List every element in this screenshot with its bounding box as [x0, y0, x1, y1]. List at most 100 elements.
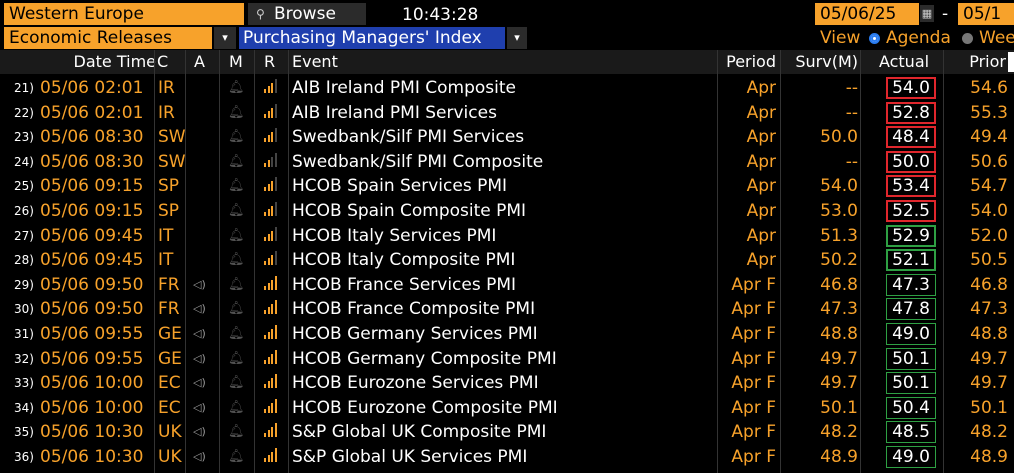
bell-icon[interactable]: 🔔︎: [228, 276, 245, 292]
row-period: Apr F: [731, 373, 776, 394]
table-row[interactable]: 23) 05/06 08:30 SW 🔔︎ Swedbank/Silf PMI Serv…: [0, 125, 1008, 150]
row-event[interactable]: HCOB Italy Composite PMI: [292, 250, 516, 271]
row-event[interactable]: AIB Ireland PMI Services: [292, 102, 497, 123]
table-row[interactable]: 28) 05/06 09:45 IT 🔔︎ HCOB Italy Composite P…: [0, 248, 1008, 273]
row-datetime: 05/06 02:01: [40, 78, 144, 98]
row-datetime: 05/06 09:45: [40, 250, 144, 271]
row-event[interactable]: Swedbank/Silf PMI Composite: [292, 151, 544, 172]
speaker-icon[interactable]: ◁): [193, 277, 206, 291]
relevance-bars-icon: [264, 323, 278, 345]
col-surv[interactable]: Surv(M): [780, 50, 858, 74]
row-event[interactable]: HCOB France Services PMI: [292, 274, 517, 295]
row-number: 36): [14, 450, 34, 464]
row-event[interactable]: HCOB Italy Services PMI: [292, 225, 497, 246]
col-prior[interactable]: Prior: [946, 50, 1006, 74]
row-event[interactable]: Swedbank/Silf PMI Services: [292, 127, 525, 148]
relevance-bars-icon: [264, 446, 278, 468]
browse-button[interactable]: ⚲ Browse: [248, 3, 366, 25]
bell-icon[interactable]: 🔔︎: [228, 178, 245, 194]
radio-agenda[interactable]: [869, 33, 880, 44]
speaker-icon[interactable]: ◁): [193, 376, 206, 390]
table-row[interactable]: 36) 05/06 10:30 UK ◁) 🔔︎ S&P Global UK Servic…: [0, 445, 1008, 470]
row-survey: 46.8: [820, 274, 858, 295]
category-dropdown[interactable]: Economic Releases: [4, 27, 212, 49]
row-event[interactable]: HCOB Germany Composite PMI: [292, 348, 557, 369]
table-row[interactable]: 27) 05/06 09:45 IT 🔔︎ HCOB Italy Services PM…: [0, 224, 1008, 249]
bell-icon[interactable]: 🔔︎: [228, 326, 245, 341]
view-option-week[interactable]: Wee: [979, 28, 1014, 48]
bell-icon[interactable]: 🔔︎: [228, 153, 245, 169]
bell-icon[interactable]: 🔔︎: [228, 424, 245, 440]
bell-icon[interactable]: 🔔︎: [228, 375, 245, 391]
table-row[interactable]: 29) 05/06 09:50 FR ◁) 🔔︎ HCOB France Services…: [0, 273, 1008, 298]
speaker-icon[interactable]: ◁): [193, 327, 206, 340]
table-row[interactable]: 26) 05/06 09:15 SP 🔔︎ HCOB Spain Composite P…: [0, 199, 1008, 224]
row-survey: 51.3: [820, 225, 858, 246]
view-option-agenda[interactable]: Agenda: [886, 28, 951, 48]
radio-week[interactable]: [962, 33, 973, 44]
region-selector[interactable]: Western Europe: [4, 3, 244, 25]
table-row[interactable]: 34) 05/06 10:00 EC ◁) 🔔︎ HCOB Eurozone Compos…: [0, 396, 1008, 421]
row-period: Apr F: [731, 397, 776, 418]
bell-icon[interactable]: 🔔︎: [228, 203, 245, 218]
scrollbar-handle[interactable]: [1008, 52, 1014, 72]
start-date-field[interactable]: 05/06/25: [815, 3, 919, 25]
speaker-icon[interactable]: ◁): [193, 351, 206, 365]
row-event[interactable]: AIB Ireland PMI Composite: [292, 78, 516, 98]
row-number: 31): [14, 327, 34, 341]
row-number: 21): [14, 81, 34, 95]
table-row[interactable]: 24) 05/06 08:30 SW 🔔︎ Swedbank/Silf PMI Comp…: [0, 150, 1008, 175]
clock: 10:43:28: [402, 5, 479, 25]
relevance-bars: [264, 128, 278, 143]
bell-icon[interactable]: 🔔︎: [228, 399, 245, 415]
col-datetime[interactable]: Date Time: [66, 50, 156, 74]
table-row[interactable]: 30) 05/06 09:50 FR ◁) 🔔︎ HCOB France Composit…: [0, 297, 1008, 322]
table-row[interactable]: 25) 05/06 09:15 SP 🔔︎ HCOB Spain Services PM…: [0, 174, 1008, 199]
row-event[interactable]: HCOB Germany Services PMI: [292, 324, 538, 344]
col-r[interactable]: R: [264, 50, 282, 74]
bell-icon[interactable]: 🔔︎: [228, 252, 245, 268]
bell-icon[interactable]: 🔔︎: [228, 301, 245, 317]
row-number: 32): [14, 351, 34, 366]
table-row[interactable]: 35) 05/06 10:30 UK ◁) 🔔︎ S&P Global UK Compos…: [0, 420, 1008, 445]
row-event[interactable]: HCOB Eurozone Services PMI: [292, 373, 539, 394]
col-period[interactable]: Period: [700, 50, 776, 74]
bell-icon[interactable]: 🔔︎: [228, 80, 245, 95]
bell-icon[interactable]: 🔔︎: [228, 227, 245, 243]
speaker-icon[interactable]: ◁): [193, 302, 206, 316]
speaker-icon[interactable]: ◁): [193, 400, 206, 414]
row-actual: 48.4: [886, 126, 936, 149]
subcategory-dropdown[interactable]: Purchasing Managers' Index: [239, 27, 505, 49]
speaker-icon[interactable]: ◁): [193, 425, 206, 439]
col-country[interactable]: C: [157, 50, 179, 74]
row-prior: 48.9: [970, 447, 1008, 467]
row-number: 33): [14, 376, 34, 391]
bell-icon[interactable]: 🔔︎: [228, 449, 245, 464]
row-event[interactable]: HCOB Eurozone Composite PMI: [292, 397, 558, 418]
table-row[interactable]: 31) 05/06 09:55 GE ◁) 🔔︎ HCOB Germany Service…: [0, 322, 1008, 347]
speaker-icon[interactable]: ◁): [193, 450, 206, 463]
category-dropdown-arrow[interactable]: ▾: [214, 27, 236, 49]
col-event[interactable]: Event: [292, 50, 412, 74]
table-row[interactable]: 32) 05/06 09:55 GE ◁) 🔔︎ HCOB Germany Composi…: [0, 347, 1008, 372]
relevance-bars: [264, 448, 278, 462]
bell-icon[interactable]: 🔔︎: [228, 129, 245, 145]
table-row[interactable]: 22) 05/06 02:01 IR 🔔︎ AIB Ireland PMI Servic…: [0, 101, 1008, 126]
row-event[interactable]: HCOB France Composite PMI: [292, 299, 536, 320]
end-date-field[interactable]: 05/1: [958, 3, 1014, 25]
bell-icon[interactable]: 🔔︎: [228, 350, 245, 366]
row-prior: 48.2: [970, 422, 1008, 443]
col-actual[interactable]: Actual: [868, 50, 940, 74]
row-number: 29): [14, 277, 34, 292]
col-alert[interactable]: A: [194, 50, 212, 74]
row-event[interactable]: HCOB Spain Composite PMI: [292, 201, 527, 221]
table-row[interactable]: 33) 05/06 10:00 EC ◁) 🔔︎ HCOB Eurozone Servic…: [0, 371, 1008, 396]
calendar-icon[interactable]: ▦: [920, 5, 934, 22]
row-event[interactable]: S&P Global UK Services PMI: [292, 447, 528, 467]
row-event[interactable]: HCOB Spain Services PMI: [292, 176, 508, 197]
table-row[interactable]: 21) 05/06 02:01 IR 🔔︎ AIB Ireland PMI Compos…: [0, 76, 1008, 101]
subcategory-dropdown-arrow[interactable]: ▾: [507, 27, 527, 49]
bell-icon[interactable]: 🔔︎: [228, 104, 245, 120]
row-event[interactable]: S&P Global UK Composite PMI: [292, 422, 547, 443]
col-m[interactable]: M: [229, 50, 247, 74]
